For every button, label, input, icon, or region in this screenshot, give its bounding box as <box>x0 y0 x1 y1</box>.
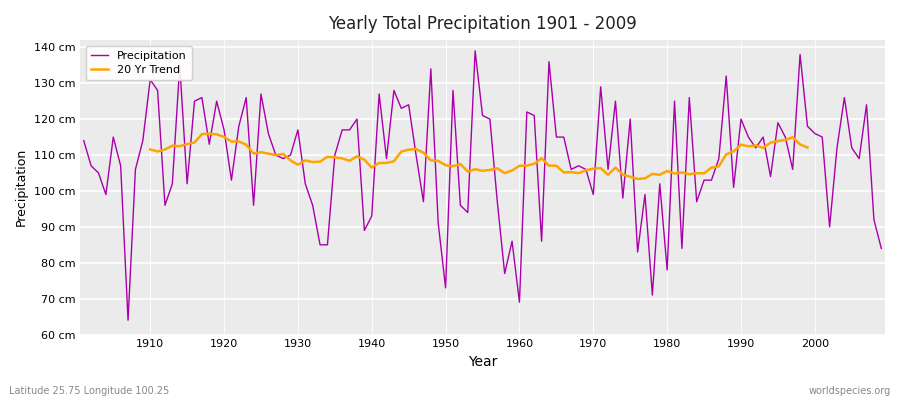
Precipitation <box>470 48 481 53</box>
20 Yr Trend <box>632 176 643 181</box>
Line: 20 Yr Trend: 20 Yr Trend <box>150 134 807 179</box>
Legend: Precipitation, 20 Yr Trend: Precipitation, 20 Yr Trend <box>86 46 192 80</box>
20 Yr Trend <box>721 152 732 157</box>
Precipitation <box>78 138 89 143</box>
X-axis label: Year: Year <box>468 355 497 369</box>
Precipitation <box>145 77 156 82</box>
20 Yr Trend <box>788 135 798 140</box>
Precipitation <box>122 318 133 323</box>
20 Yr Trend <box>802 145 813 150</box>
Precipitation <box>521 110 532 114</box>
Precipitation <box>617 196 628 200</box>
Precipitation <box>307 203 318 208</box>
Y-axis label: Precipitation: Precipitation <box>15 148 28 226</box>
Text: worldspecies.org: worldspecies.org <box>809 386 891 396</box>
20 Yr Trend <box>706 165 717 170</box>
20 Yr Trend <box>145 147 156 152</box>
Precipitation <box>529 113 540 118</box>
20 Yr Trend <box>241 142 252 147</box>
Precipitation <box>352 117 363 122</box>
Title: Yearly Total Precipitation 1901 - 2009: Yearly Total Precipitation 1901 - 2009 <box>328 15 637 33</box>
20 Yr Trend <box>352 154 363 159</box>
20 Yr Trend <box>204 131 215 136</box>
Line: Precipitation: Precipitation <box>84 51 881 320</box>
Precipitation <box>876 246 886 251</box>
Text: Latitude 25.75 Longitude 100.25: Latitude 25.75 Longitude 100.25 <box>9 386 169 396</box>
20 Yr Trend <box>610 165 621 170</box>
